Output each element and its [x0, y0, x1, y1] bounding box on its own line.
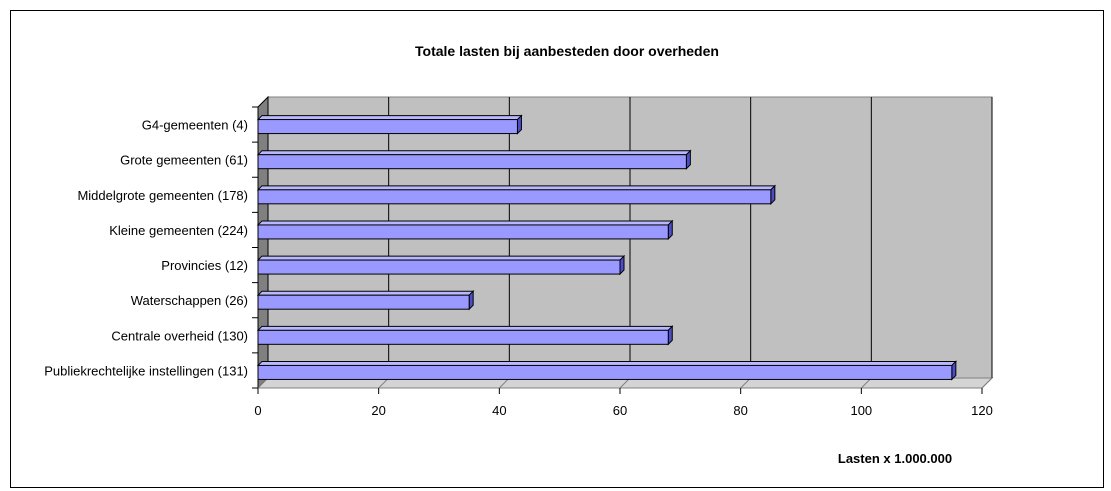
- x-axis-title: Lasten x 1.000.000: [838, 451, 952, 466]
- y-tick-label: Middelgrote gemeenten (178): [77, 188, 248, 203]
- bar-side: [951, 360, 957, 381]
- bar: [257, 154, 687, 170]
- bar-top: [256, 360, 958, 366]
- x-tick-label: 0: [254, 403, 261, 418]
- y-tick-label: Kleine gemeenten (224): [109, 223, 248, 238]
- y-tick-label: Waterschappen (26): [131, 293, 248, 308]
- bar-side: [667, 325, 673, 346]
- bar: [257, 259, 621, 275]
- bar: [257, 329, 669, 345]
- x-tick-label: 100: [850, 403, 872, 418]
- bar-top: [256, 325, 674, 331]
- bar-side: [516, 114, 522, 135]
- bar: [257, 224, 669, 240]
- bar-side: [619, 254, 625, 276]
- bar-side: [468, 289, 474, 311]
- x-tick-label: 120: [971, 403, 993, 418]
- y-tick-label: Publiekrechtelijke instellingen (131): [44, 363, 248, 378]
- bar: [257, 189, 772, 205]
- bar-top: [256, 220, 674, 226]
- x-tick-label: 80: [733, 403, 747, 418]
- bar-top: [256, 290, 475, 296]
- x-tick-label: 40: [492, 403, 506, 418]
- bar: [257, 294, 470, 310]
- y-tick-label: Centrale overheid (130): [111, 328, 248, 343]
- gridline-floor: [981, 377, 993, 389]
- bar-side: [770, 184, 776, 206]
- bar-top: [256, 185, 777, 191]
- bar-top: [256, 115, 523, 121]
- x-tick-label: 20: [371, 403, 385, 418]
- x-tick-label: 60: [613, 403, 627, 418]
- y-tick-label: G4-gemeenten (4): [142, 118, 248, 133]
- bar-top: [256, 150, 692, 156]
- y-tick-label: Provincies (12): [161, 258, 248, 273]
- y-tick-label: Grote gemeenten (61): [120, 153, 248, 168]
- bar-side: [667, 219, 673, 241]
- plot-area: 0 20 40 60 80 100 120 G4-gemeenten (4) Grote gem…: [44, 95, 994, 418]
- bar: [257, 119, 518, 135]
- chart-title: Totale lasten bij aanbesteden door overh…: [415, 43, 719, 59]
- bar-top: [256, 255, 626, 261]
- bar-side: [685, 149, 691, 170]
- bar: [257, 364, 953, 380]
